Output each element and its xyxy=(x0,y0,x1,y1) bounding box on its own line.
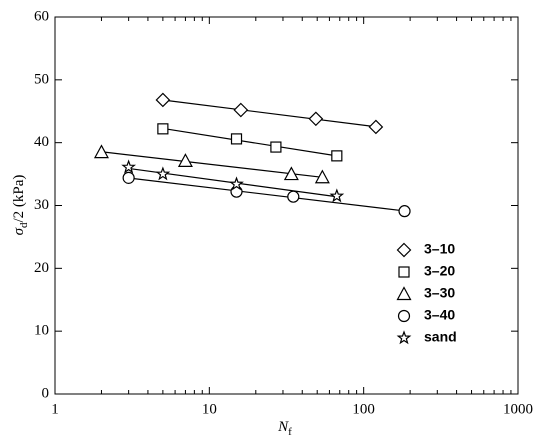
legend-label: sand xyxy=(424,329,457,345)
x-label-main: N xyxy=(277,419,289,435)
marker xyxy=(177,153,193,167)
marker xyxy=(396,330,412,345)
x-label-sub: f xyxy=(288,426,292,438)
fit-line xyxy=(162,99,376,128)
marker xyxy=(283,166,299,181)
x-axis-label: Nf xyxy=(277,419,292,437)
marker xyxy=(93,144,109,159)
legend-label: 3–10 xyxy=(424,241,455,257)
marker xyxy=(308,111,324,127)
x-tick-label: 1 xyxy=(51,401,59,417)
y-tick-label: 20 xyxy=(34,260,49,276)
fit-line xyxy=(101,151,323,178)
marker xyxy=(230,133,243,145)
legend-label: 3–30 xyxy=(424,285,455,301)
marker xyxy=(233,102,249,118)
fit-line xyxy=(162,127,337,157)
y-axis-label: σd/2 (kPa) xyxy=(11,175,29,236)
y-tick-label: 40 xyxy=(34,134,49,150)
marker xyxy=(368,119,384,135)
legend-label: 3–20 xyxy=(424,263,455,279)
marker xyxy=(155,166,171,181)
y-tick-label: 50 xyxy=(34,71,49,87)
marker xyxy=(270,141,282,153)
marker xyxy=(155,92,171,108)
marker xyxy=(229,176,244,191)
x-tick-label: 1000 xyxy=(503,401,533,417)
marker xyxy=(122,171,135,184)
marker xyxy=(398,205,411,218)
marker xyxy=(157,123,169,135)
marker xyxy=(396,286,412,301)
marker xyxy=(287,190,300,203)
y-tick-label: 60 xyxy=(34,8,49,24)
x-tick-label: 100 xyxy=(352,401,375,417)
marker xyxy=(329,188,345,203)
marker xyxy=(397,309,411,323)
marker xyxy=(230,185,243,198)
y-tick-label: 30 xyxy=(34,197,49,213)
fit-line xyxy=(128,177,405,212)
legend-label: 3–40 xyxy=(424,307,455,323)
y-label-rest: /2 (kPa) xyxy=(11,175,27,223)
y-label-main: σ xyxy=(11,227,27,235)
y-label-sub: d xyxy=(18,222,30,228)
marker xyxy=(331,150,343,162)
marker xyxy=(398,266,410,278)
marker xyxy=(121,159,137,174)
x-tick-label: 10 xyxy=(202,401,217,417)
marker xyxy=(314,169,330,184)
y-tick-label: 10 xyxy=(34,323,49,339)
marker xyxy=(396,242,412,258)
y-tick-label: 0 xyxy=(42,385,50,401)
